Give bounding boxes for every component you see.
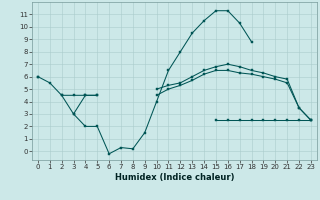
X-axis label: Humidex (Indice chaleur): Humidex (Indice chaleur) <box>115 173 234 182</box>
